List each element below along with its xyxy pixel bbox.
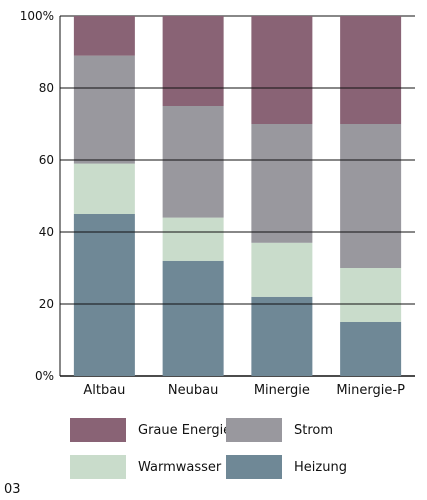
bar-minergie-p-warmwasser <box>340 268 402 322</box>
figure-number: 03 <box>4 482 21 497</box>
bar-neubau-graue-energie <box>162 16 224 106</box>
legend-swatch-warmwasser <box>70 455 126 479</box>
y-tick-label: 20 <box>39 297 54 311</box>
x-tick-label: Neubau <box>168 383 218 398</box>
bar-neubau-heizung <box>162 260 224 376</box>
x-tick-label: Minergie <box>254 383 310 398</box>
legend-label-heizung: Heizung <box>294 459 347 475</box>
legend-item-graue-energie: Graue Energie <box>70 418 231 442</box>
bar-altbau-strom <box>73 55 135 164</box>
legend-swatch-graue-energie <box>70 418 126 442</box>
y-tick-label: 0% <box>35 369 54 383</box>
bar-minergie-warmwasser <box>251 242 313 297</box>
legend-item-heizung: Heizung <box>226 455 347 479</box>
legend-label-graue-energie: Graue Energie <box>138 422 232 438</box>
bar-minergie-graue-energie <box>251 16 313 124</box>
bar-neubau-warmwasser <box>162 217 224 261</box>
legend-swatch-strom <box>226 418 282 442</box>
stacked-bar-chart: 0% 20 40 60 80 100% Altbau Neubau Minergie Miner… <box>20 9 415 398</box>
bar-altbau-warmwasser <box>73 163 135 214</box>
x-axis: Altbau Neubau Minergie Minergie-P <box>83 383 405 398</box>
bar-minergie-p-heizung <box>340 322 402 376</box>
bar-minergie-p-strom <box>340 124 402 268</box>
y-tick-label: 40 <box>39 225 54 239</box>
bar-altbau-graue-energie <box>73 16 135 56</box>
bar-altbau-heizung <box>73 214 135 376</box>
legend-swatch-heizung <box>226 455 282 479</box>
x-tick-label: Minergie-P <box>336 383 405 398</box>
legend-item-strom: Strom <box>226 418 333 442</box>
y-axis: 0% 20 40 60 80 100% <box>20 9 61 383</box>
legend-label-warmwasser: Warmwasser <box>138 459 222 475</box>
y-tick-label: 60 <box>39 153 54 167</box>
bar-minergie-heizung <box>251 296 313 376</box>
bar-minergie-strom <box>251 124 313 243</box>
x-tick-label: Altbau <box>83 383 125 398</box>
y-tick-label: 80 <box>39 81 54 95</box>
bar-neubau-strom <box>162 106 224 218</box>
bar-minergie-p-graue-energie <box>340 16 402 124</box>
legend-label-strom: Strom <box>294 422 334 438</box>
y-tick-label: 100% <box>20 9 54 23</box>
bars <box>60 16 415 376</box>
legend-item-warmwasser: Warmwasser <box>70 455 221 479</box>
